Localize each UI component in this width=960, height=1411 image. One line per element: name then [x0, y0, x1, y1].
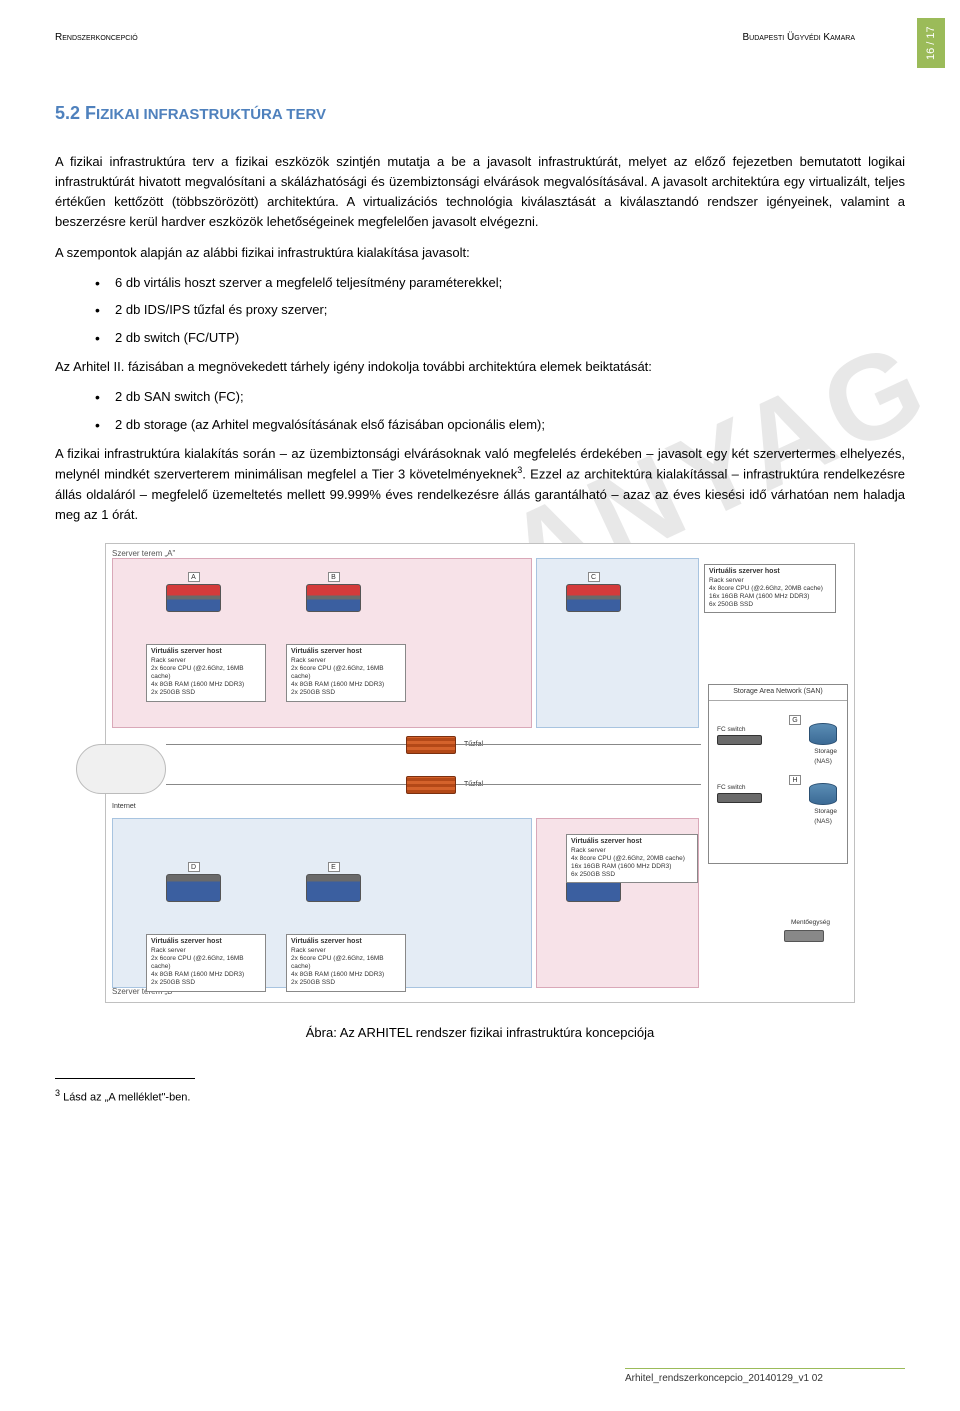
footnote-text: Lásd az „A melléklet"-ben. [60, 1091, 190, 1103]
footer-text: Arhitel_rendszerkoncepcio_20140129_v1 02 [625, 1373, 823, 1384]
server-rack-icon: C [566, 584, 621, 629]
page-number: 16 / 17 [917, 18, 945, 68]
firewall-label: Tűzfal [464, 740, 483, 751]
server-letter: B [328, 572, 340, 582]
list-item: 2 db storage (az Arhitel megvalósításána… [95, 415, 905, 435]
server-letter: A [188, 572, 200, 582]
fc-switch-icon [717, 793, 762, 803]
fc-switch-label: FC switch [717, 725, 746, 735]
spec-box-big: Virtuális szerver host Rack server 4x 8c… [704, 564, 836, 613]
list-item: 2 db switch (FC/UTP) [95, 328, 905, 348]
cloud-icon [76, 744, 166, 794]
paragraph-4: A fizikai infrastruktúra kialakítás sorá… [55, 444, 905, 525]
architecture-diagram: Szerver terem „A" Szerver terem „B" Stor… [105, 543, 855, 1003]
paragraph-3: Az Arhitel II. fázisában a megnövekedett… [55, 357, 905, 377]
server-letter: H [789, 775, 801, 785]
server-letter: G [789, 715, 801, 725]
firewall-label: Tűzfal [464, 780, 483, 791]
san-title: Storage Area Network (SAN) [709, 685, 847, 701]
figure-caption: Ábra: Az ARHITEL rendszer fizikai infras… [55, 1023, 905, 1043]
header-left: Rendszerkoncepció [55, 30, 138, 45]
storage-label: Storage(NAS) [814, 747, 837, 767]
header-right: Budapesti Ügyvédi Kamara [743, 30, 855, 45]
server-letter: E [328, 862, 340, 872]
spec-box-small: Virtuális szerver host Rack server 2x 6c… [146, 644, 266, 701]
internet-label: Internet [112, 802, 136, 813]
tape-icon [784, 930, 824, 942]
spec-box-small: Virtuális szerver host Rack server 2x 6c… [146, 934, 266, 991]
spec-box-small: Virtuális szerver host Rack server 2x 6c… [286, 644, 406, 701]
page-footer: Arhitel_rendszerkoncepcio_20140129_v1 02 [625, 1368, 905, 1386]
bullet-list-1: 6 db virtális hoszt szerver a megfelelő … [95, 273, 905, 348]
list-item: 6 db virtális hoszt szerver a megfelelő … [95, 273, 905, 293]
footnote: 3 Lásd az „A melléklet"-ben. [55, 1087, 905, 1106]
san-box: Storage Area Network (SAN) FC switch FC … [708, 684, 848, 864]
spec-box-small: Virtuális szerver host Rack server 2x 6c… [286, 934, 406, 991]
section-heading: FIZIKAI INFRASTRUKTÚRA TERV [85, 103, 326, 123]
section-title: 5.2 FIZIKAI INFRASTRUKTÚRA TERV [55, 100, 905, 127]
fc-switch-label: FC switch [717, 783, 746, 793]
bullet-list-2: 2 db SAN switch (FC); 2 db storage (az A… [95, 387, 905, 434]
storage-label: Storage(NAS) [814, 807, 837, 827]
server-rack-icon: B [306, 584, 361, 629]
server-letter: D [188, 862, 200, 872]
server-rack-icon: E [306, 874, 361, 919]
footnote-rule [55, 1078, 195, 1079]
section-number: 5.2 [55, 103, 80, 123]
list-item: 2 db IDS/IPS tűzfal és proxy szerver; [95, 300, 905, 320]
fc-switch-icon [717, 735, 762, 745]
paragraph-2: A szempontok alapján az alábbi fizikai i… [55, 243, 905, 263]
page-header: Rendszerkoncepció Budapesti Ügyvédi Kama… [55, 30, 905, 45]
firewall-icon [406, 776, 456, 794]
list-item: 2 db SAN switch (FC); [95, 387, 905, 407]
server-rack-icon: A [166, 584, 221, 629]
spec-box-big: Virtuális szerver host Rack server 4x 8c… [566, 834, 698, 883]
server-rack-icon: D [166, 874, 221, 919]
tape-label: Mentőegység [791, 918, 830, 928]
server-letter: C [588, 572, 600, 582]
paragraph-1: A fizikai infrastruktúra terv a fizikai … [55, 152, 905, 233]
firewall-icon [406, 736, 456, 754]
